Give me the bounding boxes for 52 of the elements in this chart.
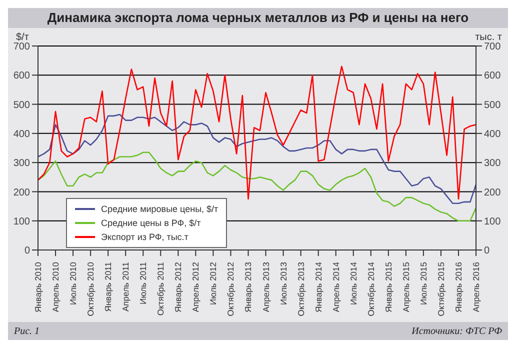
- y-tick-label: 100: [13, 216, 30, 228]
- x-tick-label: Октябрь 2015: [436, 262, 446, 316]
- x-tick-label: Июль 2010: [68, 262, 78, 305]
- y-tick-label: 300: [13, 158, 30, 170]
- x-tick-label: Апрель 2011: [120, 262, 131, 312]
- y-tick-label: 200: [13, 187, 30, 198]
- x-tick-label: Июль 2015: [418, 262, 428, 305]
- y-tick-label: 400: [13, 128, 30, 140]
- y-tick-label: 0: [24, 246, 30, 257]
- y2-tick-label: 200: [484, 187, 502, 198]
- y-tick-label: 700: [13, 42, 30, 53]
- x-tick-label: Октябрь 2013: [296, 262, 306, 316]
- y2-tick-label: 100: [484, 216, 502, 228]
- y-tick-label: 600: [13, 70, 30, 82]
- x-tick-label: Январь 2016: [453, 262, 464, 312]
- legend-label: Средние мировые цены, $/т: [101, 204, 218, 214]
- y2-tick-label: 300: [484, 158, 502, 170]
- x-tick-label: Октябрь 2014: [366, 262, 376, 316]
- legend-label: Экспорт из РФ, тыс.т: [101, 232, 188, 242]
- x-tick-label: Июль 2011: [138, 262, 148, 304]
- y2-tick-label: 700: [484, 42, 502, 53]
- x-tick-label: Апрель 2010: [50, 262, 61, 312]
- y2-tick-label: 400: [484, 128, 502, 140]
- y2-tick-label: 600: [484, 70, 502, 82]
- line-series: [38, 66, 476, 200]
- y2-tick-label: 500: [484, 100, 502, 111]
- x-tick-label: Январь 2014: [313, 262, 324, 312]
- x-tick-label: Октябрь 2011: [156, 262, 166, 316]
- text: Рис. 1: [14, 326, 40, 336]
- x-tick-label: Январь 2010: [33, 262, 43, 312]
- y-tick-label: 500: [13, 100, 30, 111]
- x-tick-label: Июль 2013: [278, 262, 288, 305]
- y-axis-title: $/т: [16, 32, 29, 43]
- chart-title: Динамика экспорта лома черных металлов из РФ и цены на него: [8, 8, 508, 28]
- line-series: [38, 114, 476, 204]
- x-tick-label: Июль 2012: [208, 262, 218, 305]
- x-tick-label: Апрель 2013: [260, 262, 271, 312]
- x-tick-label: Апрель 2015: [400, 262, 411, 312]
- x-tick-label: Январь 2015: [383, 262, 394, 312]
- y2-tick-label: 0: [484, 246, 490, 257]
- x-tick-label: Апрель 2016: [471, 262, 481, 312]
- x-tick-label: Январь 2013: [243, 262, 254, 312]
- y2-axis-title: тыс. т: [475, 32, 502, 43]
- x-tick-label: Апрель 2012: [190, 262, 201, 312]
- x-tick-label: Июль 2014: [348, 262, 358, 305]
- x-tick-label: Октябрь 2010: [86, 262, 96, 316]
- text: Источники: ФТС РФ: [412, 326, 502, 336]
- x-tick-label: Апрель 2014: [330, 262, 341, 312]
- x-tick-label: Январь 2012: [173, 262, 184, 312]
- legend-label: Средние цены в РФ, $/т: [101, 218, 201, 228]
- x-tick-label: Январь 2011: [103, 262, 114, 312]
- x-tick-label: Октябрь 2012: [226, 262, 236, 316]
